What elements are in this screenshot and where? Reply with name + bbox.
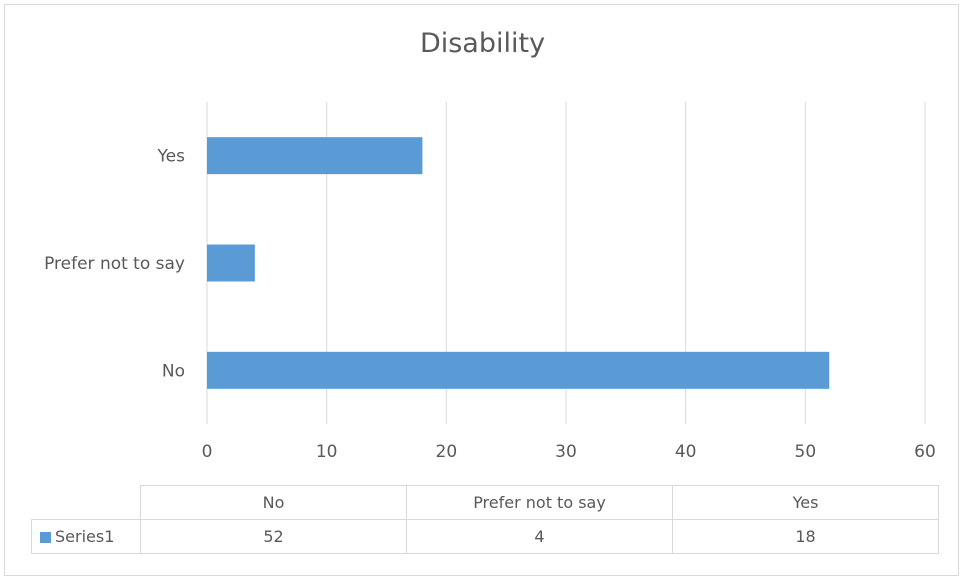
data-table-header-cell: Yes: [672, 485, 939, 520]
bar-chart: 0 10 20 30 40 50 60 No Prefer not to say Yes: [44, 102, 936, 462]
legend-key-icon: [40, 532, 51, 543]
data-table-row: Series1 52 4 18: [31, 519, 939, 554]
data-table-header-row: No Prefer not to say Yes: [31, 485, 939, 520]
bar: [207, 351, 830, 389]
x-tick-label: 60: [914, 442, 936, 462]
x-tick-label: 50: [795, 442, 817, 462]
chart-area: [4, 4, 959, 576]
series-name: Series1: [55, 527, 115, 546]
bar: [207, 137, 423, 175]
x-tick-label: 0: [202, 442, 213, 462]
category-label: Yes: [157, 147, 186, 167]
x-tick-label: 20: [436, 442, 458, 462]
data-table-header-cell: Prefer not to say: [406, 485, 673, 520]
data-table: No Prefer not to say Yes Series1 52 4 18: [31, 485, 939, 554]
data-table-cell: 52: [140, 519, 407, 554]
category-label: No: [162, 361, 185, 381]
chart-title: Disability: [419, 28, 546, 59]
x-tick-label: 10: [316, 442, 338, 462]
x-tick-label: 40: [675, 442, 697, 462]
x-tick-label: 30: [555, 442, 577, 462]
data-table-corner: [31, 485, 141, 520]
category-label: Prefer not to say: [44, 254, 185, 274]
bar: [207, 244, 255, 282]
data-table-row-label: Series1: [31, 519, 141, 554]
data-table-cell: 18: [672, 519, 939, 554]
data-table-cell: 4: [406, 519, 673, 554]
data-table-header-cell: No: [140, 485, 407, 520]
